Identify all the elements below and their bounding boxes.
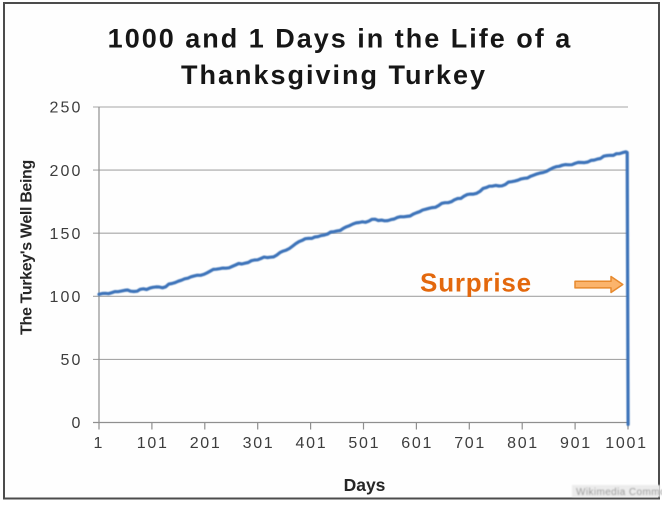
svg-text:150: 150 bbox=[50, 226, 83, 243]
svg-text:1001: 1001 bbox=[605, 435, 647, 452]
svg-text:1: 1 bbox=[93, 435, 104, 452]
svg-text:250: 250 bbox=[50, 100, 83, 117]
svg-text:201: 201 bbox=[190, 435, 222, 452]
svg-text:Thanksgiving Turkey: Thanksgiving Turkey bbox=[181, 60, 487, 90]
svg-text:100: 100 bbox=[50, 289, 83, 306]
svg-text:501: 501 bbox=[348, 435, 380, 452]
svg-text:200: 200 bbox=[50, 163, 83, 180]
svg-text:The Turkey's Well Being: The Turkey's Well Being bbox=[19, 160, 36, 335]
svg-text:101: 101 bbox=[137, 435, 169, 452]
svg-text:301: 301 bbox=[243, 435, 275, 452]
svg-text:401: 401 bbox=[296, 435, 328, 452]
svg-text:601: 601 bbox=[401, 435, 433, 452]
svg-text:Surprise: Surprise bbox=[420, 268, 532, 298]
svg-text:801: 801 bbox=[507, 435, 539, 452]
svg-text:Wikimedia Commons: Wikimedia Commons bbox=[576, 487, 662, 498]
svg-text:Days: Days bbox=[344, 475, 386, 495]
svg-text:50: 50 bbox=[61, 352, 83, 369]
svg-text:701: 701 bbox=[454, 435, 486, 452]
svg-text:901: 901 bbox=[560, 435, 592, 452]
svg-text:0: 0 bbox=[72, 415, 83, 432]
svg-text:1000 and 1 Days in the Life of: 1000 and 1 Days in the Life of a bbox=[108, 24, 573, 54]
